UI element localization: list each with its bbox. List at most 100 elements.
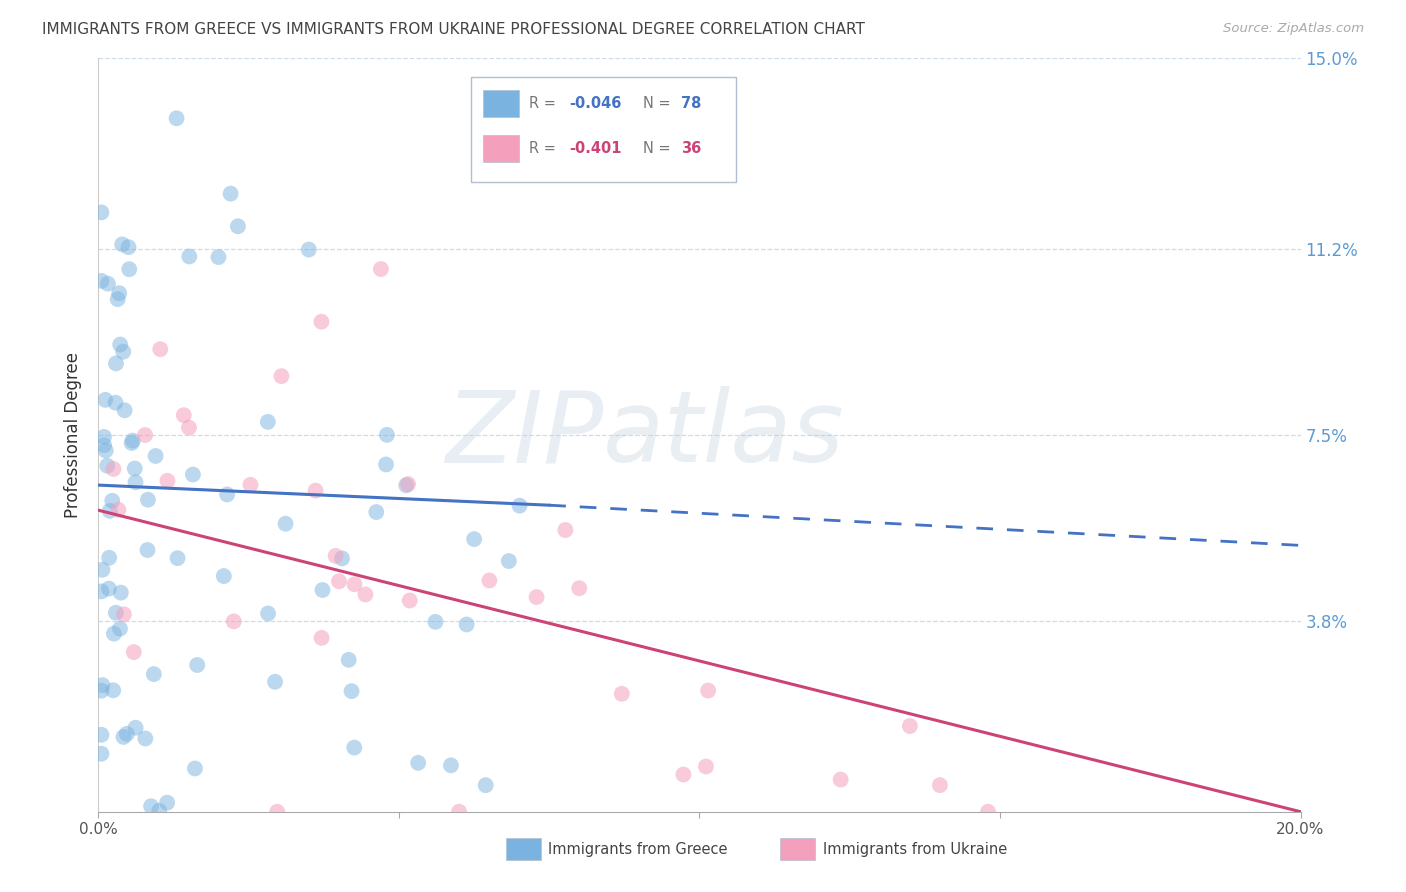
Point bbox=[139, 799, 162, 814]
Point bbox=[264, 674, 287, 689]
Point bbox=[90, 274, 112, 288]
Point bbox=[463, 532, 485, 546]
Point bbox=[91, 678, 114, 692]
Point bbox=[219, 186, 242, 201]
Text: N =: N = bbox=[643, 141, 675, 156]
Point bbox=[977, 805, 1000, 819]
Point bbox=[554, 523, 576, 537]
Text: N =: N = bbox=[643, 95, 675, 111]
Point bbox=[398, 593, 420, 607]
Point bbox=[179, 250, 201, 264]
Point bbox=[222, 615, 245, 629]
Point bbox=[104, 606, 127, 620]
Point bbox=[447, 805, 470, 819]
Text: -0.046: -0.046 bbox=[569, 95, 621, 111]
Bar bbox=[484, 89, 519, 117]
Point bbox=[90, 683, 112, 698]
Point bbox=[124, 475, 146, 490]
Text: Source: ZipAtlas.com: Source: ZipAtlas.com bbox=[1223, 22, 1364, 36]
Point bbox=[311, 631, 333, 645]
Text: R =: R = bbox=[529, 95, 560, 111]
Point bbox=[149, 342, 172, 356]
Point bbox=[166, 112, 188, 126]
Point bbox=[145, 449, 167, 463]
Point bbox=[97, 582, 120, 596]
Point bbox=[90, 584, 112, 599]
Point bbox=[266, 805, 288, 819]
Text: R =: R = bbox=[529, 141, 560, 156]
Point bbox=[103, 626, 125, 640]
Point bbox=[311, 315, 333, 329]
Point bbox=[118, 262, 141, 277]
Bar bbox=[484, 135, 519, 162]
Point bbox=[328, 574, 350, 589]
Point bbox=[395, 478, 418, 492]
Point bbox=[107, 502, 129, 516]
Point bbox=[304, 483, 326, 498]
Point bbox=[207, 250, 229, 264]
Point bbox=[474, 778, 496, 792]
Point bbox=[343, 577, 366, 591]
Point bbox=[90, 747, 112, 761]
Point bbox=[103, 462, 125, 476]
Point bbox=[440, 758, 463, 772]
Y-axis label: Professional Degree: Professional Degree bbox=[65, 351, 83, 518]
Point bbox=[97, 277, 120, 291]
Point bbox=[337, 653, 360, 667]
Point bbox=[93, 430, 115, 444]
Point bbox=[212, 569, 235, 583]
Point bbox=[274, 516, 297, 531]
Point bbox=[96, 458, 118, 473]
Point bbox=[107, 292, 129, 306]
Point bbox=[325, 549, 347, 563]
Point bbox=[112, 730, 135, 744]
Point bbox=[114, 403, 136, 417]
Point bbox=[134, 428, 156, 442]
Point bbox=[93, 438, 115, 452]
Point bbox=[117, 240, 139, 254]
Point bbox=[90, 205, 112, 219]
Point bbox=[186, 657, 208, 672]
Point bbox=[122, 645, 145, 659]
Point bbox=[672, 767, 695, 781]
Point bbox=[226, 219, 249, 234]
Point bbox=[456, 617, 478, 632]
Point bbox=[173, 408, 195, 422]
Text: -0.401: -0.401 bbox=[569, 141, 621, 156]
Point bbox=[121, 436, 143, 450]
Point bbox=[239, 478, 262, 492]
Point bbox=[90, 728, 112, 742]
Point bbox=[124, 461, 146, 475]
Text: 78: 78 bbox=[682, 95, 702, 111]
Text: Immigrants from Ukraine: Immigrants from Ukraine bbox=[823, 842, 1007, 856]
Text: ZIP: ZIP bbox=[446, 386, 603, 483]
Point bbox=[568, 581, 591, 595]
Point bbox=[184, 762, 207, 776]
Point bbox=[108, 286, 131, 301]
Point bbox=[101, 683, 124, 698]
Point bbox=[124, 721, 146, 735]
Point bbox=[101, 493, 124, 508]
Point bbox=[257, 607, 280, 621]
Point bbox=[142, 667, 165, 681]
Point bbox=[929, 778, 952, 792]
Point bbox=[340, 684, 363, 698]
Point bbox=[156, 796, 179, 810]
Point bbox=[156, 474, 179, 488]
Point bbox=[695, 759, 717, 773]
Point bbox=[343, 740, 366, 755]
Text: Immigrants from Greece: Immigrants from Greece bbox=[548, 842, 728, 856]
Point bbox=[104, 356, 127, 370]
Point bbox=[115, 727, 138, 741]
Point bbox=[91, 563, 114, 577]
Point bbox=[112, 607, 135, 622]
Point bbox=[396, 477, 419, 491]
Point bbox=[370, 262, 392, 277]
Point bbox=[136, 543, 159, 558]
Point bbox=[108, 622, 131, 636]
Point bbox=[498, 554, 520, 568]
Point bbox=[375, 428, 398, 442]
Point bbox=[111, 237, 134, 252]
Point bbox=[311, 582, 333, 597]
Text: atlas: atlas bbox=[603, 386, 845, 483]
